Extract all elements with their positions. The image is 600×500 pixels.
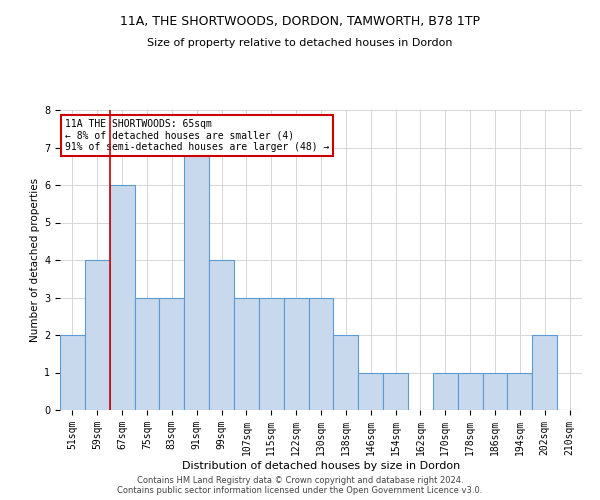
Bar: [160, 298, 184, 410]
Bar: [209, 260, 234, 410]
Text: Contains HM Land Registry data © Crown copyright and database right 2024.: Contains HM Land Registry data © Crown c…: [137, 476, 463, 485]
Bar: [234, 298, 259, 410]
Bar: [134, 298, 160, 410]
Bar: [110, 185, 134, 410]
Bar: [284, 298, 308, 410]
Bar: [184, 148, 209, 410]
Bar: [383, 372, 408, 410]
Bar: [60, 335, 85, 410]
Bar: [433, 372, 458, 410]
Text: Contains public sector information licensed under the Open Government Licence v3: Contains public sector information licen…: [118, 486, 482, 495]
Y-axis label: Number of detached properties: Number of detached properties: [30, 178, 40, 342]
Bar: [508, 372, 532, 410]
Text: 11A, THE SHORTWOODS, DORDON, TAMWORTH, B78 1TP: 11A, THE SHORTWOODS, DORDON, TAMWORTH, B…: [120, 15, 480, 28]
Bar: [358, 372, 383, 410]
Text: Size of property relative to detached houses in Dordon: Size of property relative to detached ho…: [147, 38, 453, 48]
Bar: [532, 335, 557, 410]
Bar: [458, 372, 482, 410]
Text: 11A THE SHORTWOODS: 65sqm
← 8% of detached houses are smaller (4)
91% of semi-de: 11A THE SHORTWOODS: 65sqm ← 8% of detach…: [65, 119, 329, 152]
Bar: [85, 260, 110, 410]
Bar: [482, 372, 508, 410]
Bar: [308, 298, 334, 410]
Bar: [259, 298, 284, 410]
X-axis label: Distribution of detached houses by size in Dordon: Distribution of detached houses by size …: [182, 460, 460, 470]
Bar: [334, 335, 358, 410]
